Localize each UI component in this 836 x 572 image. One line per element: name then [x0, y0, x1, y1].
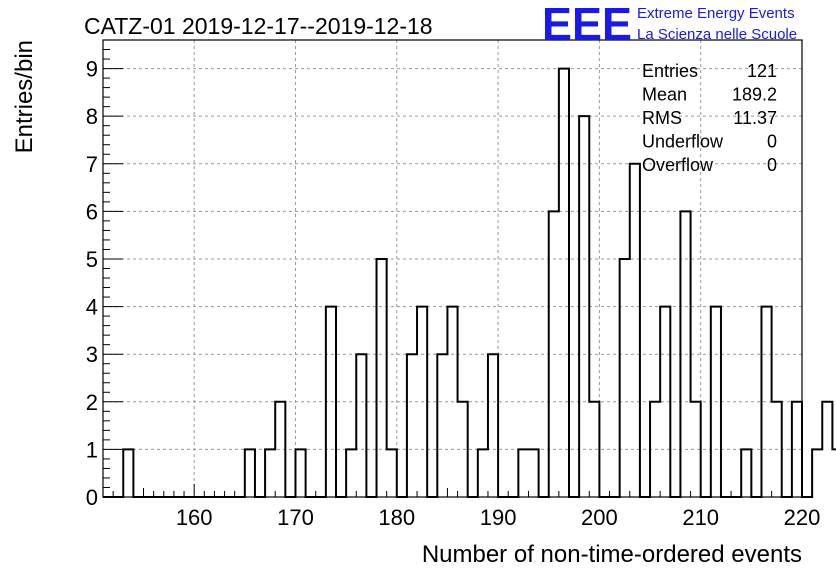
chart-title: CATZ-01 2019-12-17--2019-12-18: [84, 13, 433, 39]
y-tick-label: 8: [86, 104, 98, 129]
histogram-bin: [812, 449, 822, 497]
histogram-bin: [832, 449, 836, 497]
histogram-bin: [528, 449, 538, 497]
stats-value: 121: [747, 61, 777, 81]
stats-box: Entries 121 Mean 189.2 RMS 11.37 Underflow 0 Ove…: [642, 61, 777, 175]
stats-label: Underflow: [642, 132, 724, 152]
histogram-bin: [265, 449, 275, 497]
histogram-bin: [772, 402, 782, 497]
y-tick-label: 2: [86, 390, 98, 415]
x-axis-label: Number of non-time-ordered events: [422, 541, 802, 568]
histogram-bin: [346, 449, 356, 497]
stats-label: Overflow: [642, 155, 714, 175]
stats-value: 0: [767, 132, 777, 152]
eee-logo: EEE Extreme Energy Events La Scienza nel…: [542, 0, 797, 50]
histogram-bin: [356, 354, 366, 497]
x-tick-label: 190: [480, 505, 517, 530]
histogram-bin: [245, 449, 255, 497]
histogram-bin: [822, 402, 832, 497]
y-tick-label: 5: [86, 247, 98, 272]
histogram-bin: [549, 211, 559, 497]
logo-mark: EEE: [542, 0, 632, 50]
histogram-bin: [741, 449, 751, 497]
histogram-bin: [458, 402, 468, 497]
y-tick-label: 1: [86, 437, 98, 462]
histogram-bin: [620, 259, 630, 497]
y-tick-label: 6: [86, 199, 98, 224]
histogram-bin: [680, 211, 690, 497]
histogram-bin: [123, 449, 133, 497]
histogram-bin: [447, 307, 457, 497]
histogram-bin: [387, 449, 397, 497]
histogram-bin: [518, 449, 528, 497]
x-tick-label: 200: [581, 505, 618, 530]
x-axis: 160 170 180 190 200 210 220: [102, 484, 821, 530]
histogram-bin: [377, 259, 387, 497]
y-axis: 0 1 2 3 4 5 6 7 8 9: [86, 49, 123, 510]
histogram-bin: [711, 307, 721, 497]
x-tick-label: 170: [277, 505, 314, 530]
x-tick-label: 220: [784, 505, 821, 530]
logo-line-1: Extreme Energy Events: [637, 5, 795, 22]
histogram-bin: [559, 69, 569, 497]
y-tick-label: 9: [86, 57, 98, 82]
x-tick-label: 210: [682, 505, 719, 530]
histogram-bin: [660, 307, 670, 497]
histogram-bin: [579, 116, 589, 497]
x-tick-label: 160: [176, 505, 213, 530]
logo-line-2: La Scienza nelle Scuole: [637, 26, 797, 43]
stats-value: 11.37: [733, 108, 777, 128]
histogram-bin: [417, 307, 427, 497]
histogram-bin: [478, 449, 488, 497]
histogram-outline: [103, 67, 836, 498]
y-tick-label: 4: [86, 295, 98, 320]
x-tick-label: 180: [378, 505, 415, 530]
histogram-bin: [437, 354, 447, 497]
histogram-bin: [589, 402, 599, 497]
stats-label: Mean: [642, 85, 687, 105]
stats-label: Entries: [642, 61, 698, 81]
histogram-bin: [295, 449, 305, 497]
stats-label: RMS: [642, 108, 682, 128]
histogram-bin: [407, 354, 417, 497]
histogram-bin: [691, 402, 701, 497]
histogram-bars: [103, 67, 836, 498]
histogram-bin: [650, 402, 660, 497]
histogram-bin: [761, 307, 771, 497]
y-axis-label: Entries/bin: [11, 40, 38, 153]
y-tick-label: 0: [86, 485, 98, 510]
y-tick-label: 3: [86, 342, 98, 367]
histogram-bin: [326, 307, 336, 497]
histogram-bin: [488, 354, 498, 497]
histogram-bin: [630, 164, 640, 497]
stats-value: 189.2: [732, 85, 777, 105]
histogram-bin: [275, 402, 285, 497]
stats-value: 0: [767, 155, 777, 175]
histogram-bin: [792, 402, 802, 497]
y-tick-label: 7: [86, 152, 98, 177]
